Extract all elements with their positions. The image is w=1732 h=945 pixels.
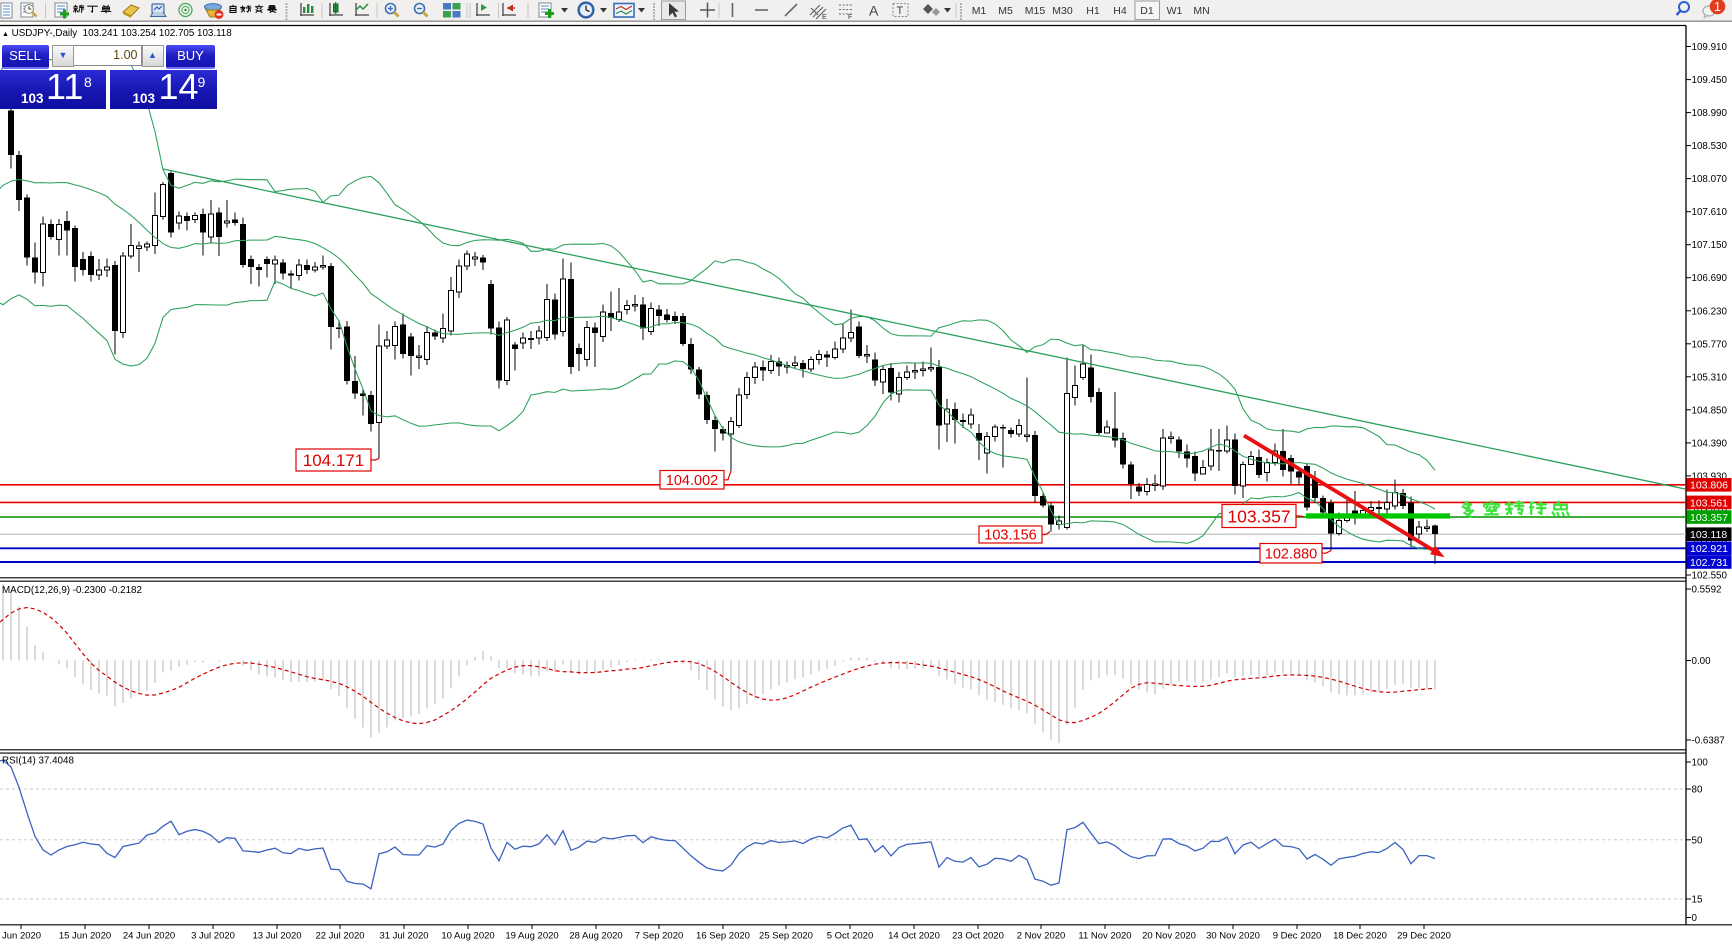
svg-text:103.561: 103.561 [1690, 497, 1728, 509]
svg-text:A: A [869, 3, 879, 19]
svg-text:104.390: 104.390 [1692, 438, 1728, 449]
svg-text:103.156: 103.156 [984, 528, 1036, 544]
svg-text:H4: H4 [1113, 5, 1127, 17]
svg-text:105.310: 105.310 [1692, 372, 1728, 383]
svg-text:50: 50 [1692, 835, 1703, 846]
svg-text:108.070: 108.070 [1692, 174, 1728, 185]
svg-text:31 Jul 2020: 31 Jul 2020 [379, 931, 428, 942]
svg-text:W1: W1 [1167, 5, 1183, 17]
svg-text:102.550: 102.550 [1692, 571, 1728, 582]
svg-text:10 Aug 2020: 10 Aug 2020 [441, 931, 494, 942]
svg-text:1: 1 [1714, 0, 1721, 14]
svg-text:103.806: 103.806 [1690, 480, 1728, 492]
svg-text:0.00: 0.00 [1692, 656, 1712, 667]
svg-text:16 Sep 2020: 16 Sep 2020 [696, 931, 750, 942]
svg-text:109.450: 109.450 [1692, 75, 1728, 86]
svg-text:20 Nov 2020: 20 Nov 2020 [1142, 931, 1196, 942]
svg-text:-0.6387: -0.6387 [1692, 736, 1725, 747]
svg-text:28 Aug 2020: 28 Aug 2020 [569, 931, 622, 942]
svg-text:2 Nov 2020: 2 Nov 2020 [1017, 931, 1066, 942]
svg-text:109.910: 109.910 [1692, 42, 1728, 53]
svg-text:102.880: 102.880 [1265, 547, 1317, 563]
svg-text:22 Jul 2020: 22 Jul 2020 [315, 931, 364, 942]
svg-text:103.357: 103.357 [1690, 512, 1728, 524]
svg-text:9 Dec 2020: 9 Dec 2020 [1273, 931, 1322, 942]
svg-text:105.770: 105.770 [1692, 339, 1728, 350]
svg-text:107.150: 107.150 [1692, 240, 1728, 251]
svg-text:M1: M1 [972, 5, 987, 17]
svg-text:80: 80 [1692, 785, 1703, 796]
svg-text:29 Dec 2020: 29 Dec 2020 [1397, 931, 1451, 942]
svg-text:0: 0 [1692, 913, 1698, 924]
svg-text:5 Oct 2020: 5 Oct 2020 [827, 931, 873, 942]
svg-text:106.230: 106.230 [1692, 306, 1728, 317]
svg-text:M30: M30 [1052, 5, 1073, 17]
svg-text:108.990: 108.990 [1692, 108, 1728, 119]
svg-text:MN: MN [1193, 5, 1209, 17]
svg-text:104.002: 104.002 [666, 473, 718, 489]
svg-text:23 Oct 2020: 23 Oct 2020 [952, 931, 1004, 942]
svg-text:Jun 2020: Jun 2020 [2, 931, 41, 942]
svg-text:107.610: 107.610 [1692, 207, 1728, 218]
svg-text:0.5592: 0.5592 [1692, 585, 1722, 596]
svg-text:T: T [897, 5, 904, 17]
svg-text:106.690: 106.690 [1692, 273, 1728, 284]
svg-text:3 Jul 2020: 3 Jul 2020 [191, 931, 235, 942]
svg-text:102.731: 102.731 [1690, 557, 1728, 569]
svg-text:11 Nov 2020: 11 Nov 2020 [1078, 931, 1131, 942]
svg-text:103.470: 103.470 [1692, 504, 1728, 515]
svg-text:RSI(14) 37.4048: RSI(14) 37.4048 [2, 756, 74, 767]
svg-text:24 Jun 2020: 24 Jun 2020 [123, 931, 175, 942]
svg-text:MACD(12,26,9) -0.2300 -0.2182: MACD(12,26,9) -0.2300 -0.2182 [2, 585, 142, 596]
svg-text:15 Jun 2020: 15 Jun 2020 [59, 931, 111, 942]
svg-text:19 Aug 2020: 19 Aug 2020 [505, 931, 558, 942]
svg-text:103.930: 103.930 [1692, 471, 1728, 482]
svg-text:M15: M15 [1025, 5, 1046, 17]
svg-text:102.921: 102.921 [1690, 543, 1728, 555]
svg-text:104.850: 104.850 [1692, 405, 1728, 416]
svg-text:15: 15 [1692, 895, 1703, 906]
svg-text:13 Jul 2020: 13 Jul 2020 [252, 931, 301, 942]
svg-text:D1: D1 [1140, 5, 1154, 17]
svg-text:H1: H1 [1086, 5, 1100, 17]
svg-text:104.171: 104.171 [303, 451, 364, 470]
svg-text:M5: M5 [998, 5, 1013, 17]
svg-text:F: F [848, 14, 852, 21]
svg-text:25 Sep 2020: 25 Sep 2020 [759, 931, 813, 942]
svg-text:18 Dec 2020: 18 Dec 2020 [1333, 931, 1387, 942]
svg-text:103.118: 103.118 [1690, 529, 1727, 541]
svg-text:7 Sep 2020: 7 Sep 2020 [635, 931, 684, 942]
svg-text:100: 100 [1692, 758, 1709, 769]
svg-text:108.530: 108.530 [1692, 141, 1728, 152]
svg-text:103.357: 103.357 [1227, 506, 1290, 526]
svg-text:30 Nov 2020: 30 Nov 2020 [1206, 931, 1260, 942]
svg-text:E: E [822, 14, 827, 21]
svg-text:14 Oct 2020: 14 Oct 2020 [888, 931, 940, 942]
